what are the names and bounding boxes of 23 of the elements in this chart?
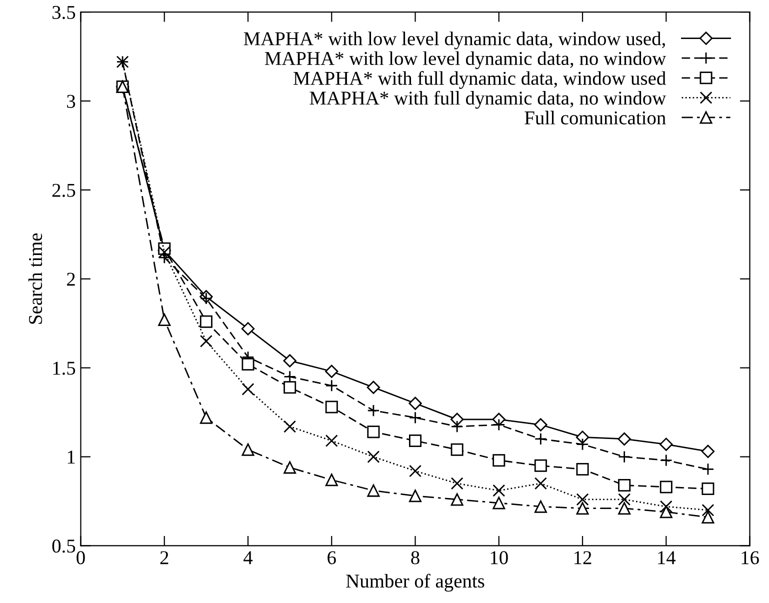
y-tick-label: 3.5 <box>52 6 76 20</box>
x-tick-label: 12 <box>574 551 592 564</box>
x-tick-label: 16 <box>742 551 759 564</box>
x-axis-title: Number of agents <box>346 574 484 592</box>
legend-label: MAPHA* with full dynamic data, window used <box>294 71 666 89</box>
x-tick-label: 10 <box>490 551 508 564</box>
y-tick-label: 1 <box>68 450 75 464</box>
legend-label: MAPHA* with low level dynamic data, no window <box>264 51 666 70</box>
y-tick-label: 1.5 <box>53 362 76 375</box>
y-tick-label: 3 <box>67 94 76 108</box>
y-axis-title: Search time <box>28 233 42 324</box>
legend-label: MAPHA* with full dynamic data, no window <box>310 90 666 109</box>
legend-label: MAPHA* with low level dynamic data, window used, <box>244 32 665 50</box>
y-tick-label: 2 <box>67 272 75 286</box>
y-tick-label: 2.5 <box>52 184 76 197</box>
x-tick-label: 2 <box>160 551 168 564</box>
x-tick-label: 4 <box>244 551 253 564</box>
x-tick-label: 6 <box>328 551 336 564</box>
x-tick-label: 14 <box>658 551 676 564</box>
x-tick-label: 0 <box>76 551 85 564</box>
legend-label: Full comunication <box>524 110 666 124</box>
x-tick-label: 8 <box>411 551 420 564</box>
y-tick-label: 0.5 <box>52 540 76 553</box>
